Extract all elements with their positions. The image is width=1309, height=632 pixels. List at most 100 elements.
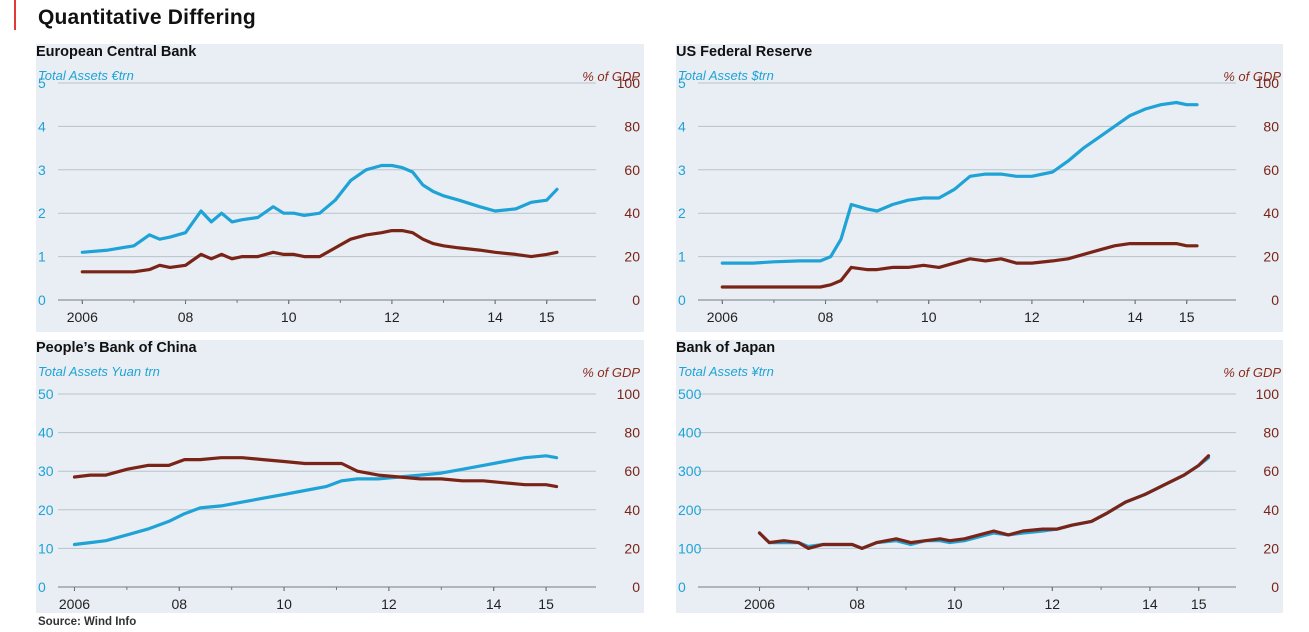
y-tick-label-right: 60 — [1263, 162, 1279, 178]
x-tick-label: 08 — [849, 596, 865, 612]
y-tick-label-right: 40 — [624, 502, 640, 518]
y-tick-label-right: 60 — [624, 463, 640, 479]
series-line-gdp — [757, 454, 1211, 550]
y-tick-label-right: 60 — [1263, 463, 1279, 479]
y-tick-label-left: 1 — [38, 249, 46, 265]
y-tick-label-left: 1 — [678, 249, 686, 265]
y-tick-label-left: 0 — [678, 579, 686, 595]
y-axis-right-label: % of GDP — [1223, 365, 1281, 380]
series-line-gdp — [72, 456, 559, 489]
y-tick-label-right: 80 — [624, 118, 640, 134]
x-tick-label: 15 — [1191, 596, 1207, 612]
chart-panel-ecb: European Central Bank Total Assets €trn … — [36, 44, 644, 332]
chart-panel-boj: Bank of Japan Total Assets ¥trn % of GDP… — [676, 340, 1283, 613]
x-tick-label: 10 — [947, 596, 963, 612]
x-tick-label: 2006 — [707, 309, 738, 325]
y-tick-label-left: 2 — [38, 205, 46, 221]
x-tick-label: 2006 — [67, 309, 98, 325]
y-tick-label-left: 0 — [38, 579, 46, 595]
x-tick-label: 10 — [921, 309, 937, 325]
y-tick-label-right: 0 — [1271, 579, 1279, 595]
y-tick-label-right: 80 — [624, 425, 640, 441]
chart-title: Bank of Japan — [676, 340, 776, 356]
y-tick-label-right: 100 — [617, 386, 641, 402]
x-tick-label: 14 — [1127, 309, 1143, 325]
y-tick-label-left: 50 — [38, 386, 54, 402]
y-tick-label-left: 500 — [678, 386, 702, 402]
series-line-gdp — [720, 242, 1199, 289]
y-tick-label-right: 20 — [624, 540, 640, 556]
chart-title: People’s Bank of China — [36, 340, 197, 356]
y-axis-left-label: Total Assets ¥trn — [678, 364, 774, 379]
y-tick-label-left: 5 — [38, 75, 46, 91]
chart-plot: 0 0 1 20 2 40 3 60 4 80 5 100 2006 08 10 12 14 15 — [38, 75, 641, 325]
y-tick-label-right: 40 — [1263, 502, 1279, 518]
x-tick-label: 12 — [1045, 596, 1061, 612]
y-tick-label-left: 4 — [38, 118, 46, 134]
series-line-gdp — [80, 229, 559, 274]
series-line-assets — [72, 454, 559, 547]
y-tick-label-left: 200 — [678, 502, 702, 518]
y-tick-label-left: 300 — [678, 463, 702, 479]
x-tick-label: 2006 — [744, 596, 775, 612]
x-tick-label: 15 — [539, 309, 555, 325]
y-tick-label-left: 0 — [678, 292, 686, 308]
y-tick-label-right: 40 — [1263, 205, 1279, 221]
x-tick-label: 10 — [281, 309, 297, 325]
chart-title: European Central Bank — [36, 44, 197, 60]
chart-panel-pboc: People’s Bank of China Total Assets Yuan… — [36, 340, 644, 613]
x-tick-label: 15 — [538, 596, 554, 612]
y-tick-label-right: 100 — [1256, 386, 1280, 402]
x-tick-label: 2006 — [59, 596, 90, 612]
y-axis-right-label: % of GDP — [1223, 69, 1281, 84]
chart-plot: 0 0 10 20 20 40 30 60 40 80 50 100 2006 08 10 12 14 15 — [38, 386, 641, 612]
y-tick-label-left: 0 — [38, 292, 46, 308]
y-tick-label-right: 60 — [624, 162, 640, 178]
x-tick-label: 08 — [818, 309, 834, 325]
page-title: Quantitative Differing — [38, 6, 256, 29]
y-tick-label-left: 10 — [38, 540, 54, 556]
corner-mark — [14, 0, 16, 30]
y-tick-label-left: 4 — [678, 118, 686, 134]
y-axis-left-label: Total Assets $trn — [678, 68, 774, 83]
x-tick-label: 12 — [381, 596, 397, 612]
y-tick-label-right: 0 — [632, 579, 640, 595]
y-axis-left-label: Total Assets Yuan trn — [38, 364, 160, 379]
chart-title: US Federal Reserve — [676, 44, 813, 60]
y-tick-label-left: 40 — [38, 425, 54, 441]
y-axis-left-label: Total Assets €trn — [38, 68, 134, 83]
x-tick-label: 08 — [178, 309, 194, 325]
x-tick-label: 14 — [487, 309, 503, 325]
y-tick-label-right: 40 — [624, 205, 640, 221]
y-tick-label-left: 3 — [678, 162, 686, 178]
series-line-assets — [80, 163, 559, 254]
y-axis-right-label: % of GDP — [582, 69, 640, 84]
chart-plot: 0 0 100 20 200 40 300 60 400 80 500 100 2006 08 10 12 14… — [678, 386, 1280, 612]
chart-plot: 0 0 1 20 2 40 3 60 4 80 5 100 2006 08 10 12 14 15 — [678, 75, 1280, 325]
x-tick-label: 14 — [1142, 596, 1158, 612]
y-tick-label-left: 30 — [38, 463, 54, 479]
y-tick-label-left: 400 — [678, 425, 702, 441]
x-tick-label: 14 — [486, 596, 502, 612]
chart-panel-fed: US Federal Reserve Total Assets $trn % o… — [676, 44, 1283, 332]
y-tick-label-right: 0 — [1271, 292, 1279, 308]
y-tick-label-right: 20 — [624, 249, 640, 265]
y-tick-label-right: 100 — [1256, 75, 1280, 91]
y-tick-label-left: 20 — [38, 502, 54, 518]
x-tick-label: 12 — [384, 309, 400, 325]
y-tick-label-right: 0 — [632, 292, 640, 308]
y-axis-right-label: % of GDP — [582, 365, 640, 380]
y-tick-label-right: 80 — [1263, 425, 1279, 441]
x-tick-label: 08 — [171, 596, 187, 612]
x-tick-label: 15 — [1179, 309, 1195, 325]
y-tick-label-left: 5 — [678, 75, 686, 91]
y-tick-label-right: 100 — [617, 75, 641, 91]
y-tick-label-right: 80 — [1263, 118, 1279, 134]
x-tick-label: 10 — [276, 596, 292, 612]
series-line-assets — [720, 100, 1199, 265]
y-tick-label-left: 2 — [678, 205, 686, 221]
x-tick-label: 12 — [1024, 309, 1040, 325]
y-tick-label-left: 100 — [678, 540, 702, 556]
y-tick-label-right: 20 — [1263, 249, 1279, 265]
y-tick-label-left: 3 — [38, 162, 46, 178]
